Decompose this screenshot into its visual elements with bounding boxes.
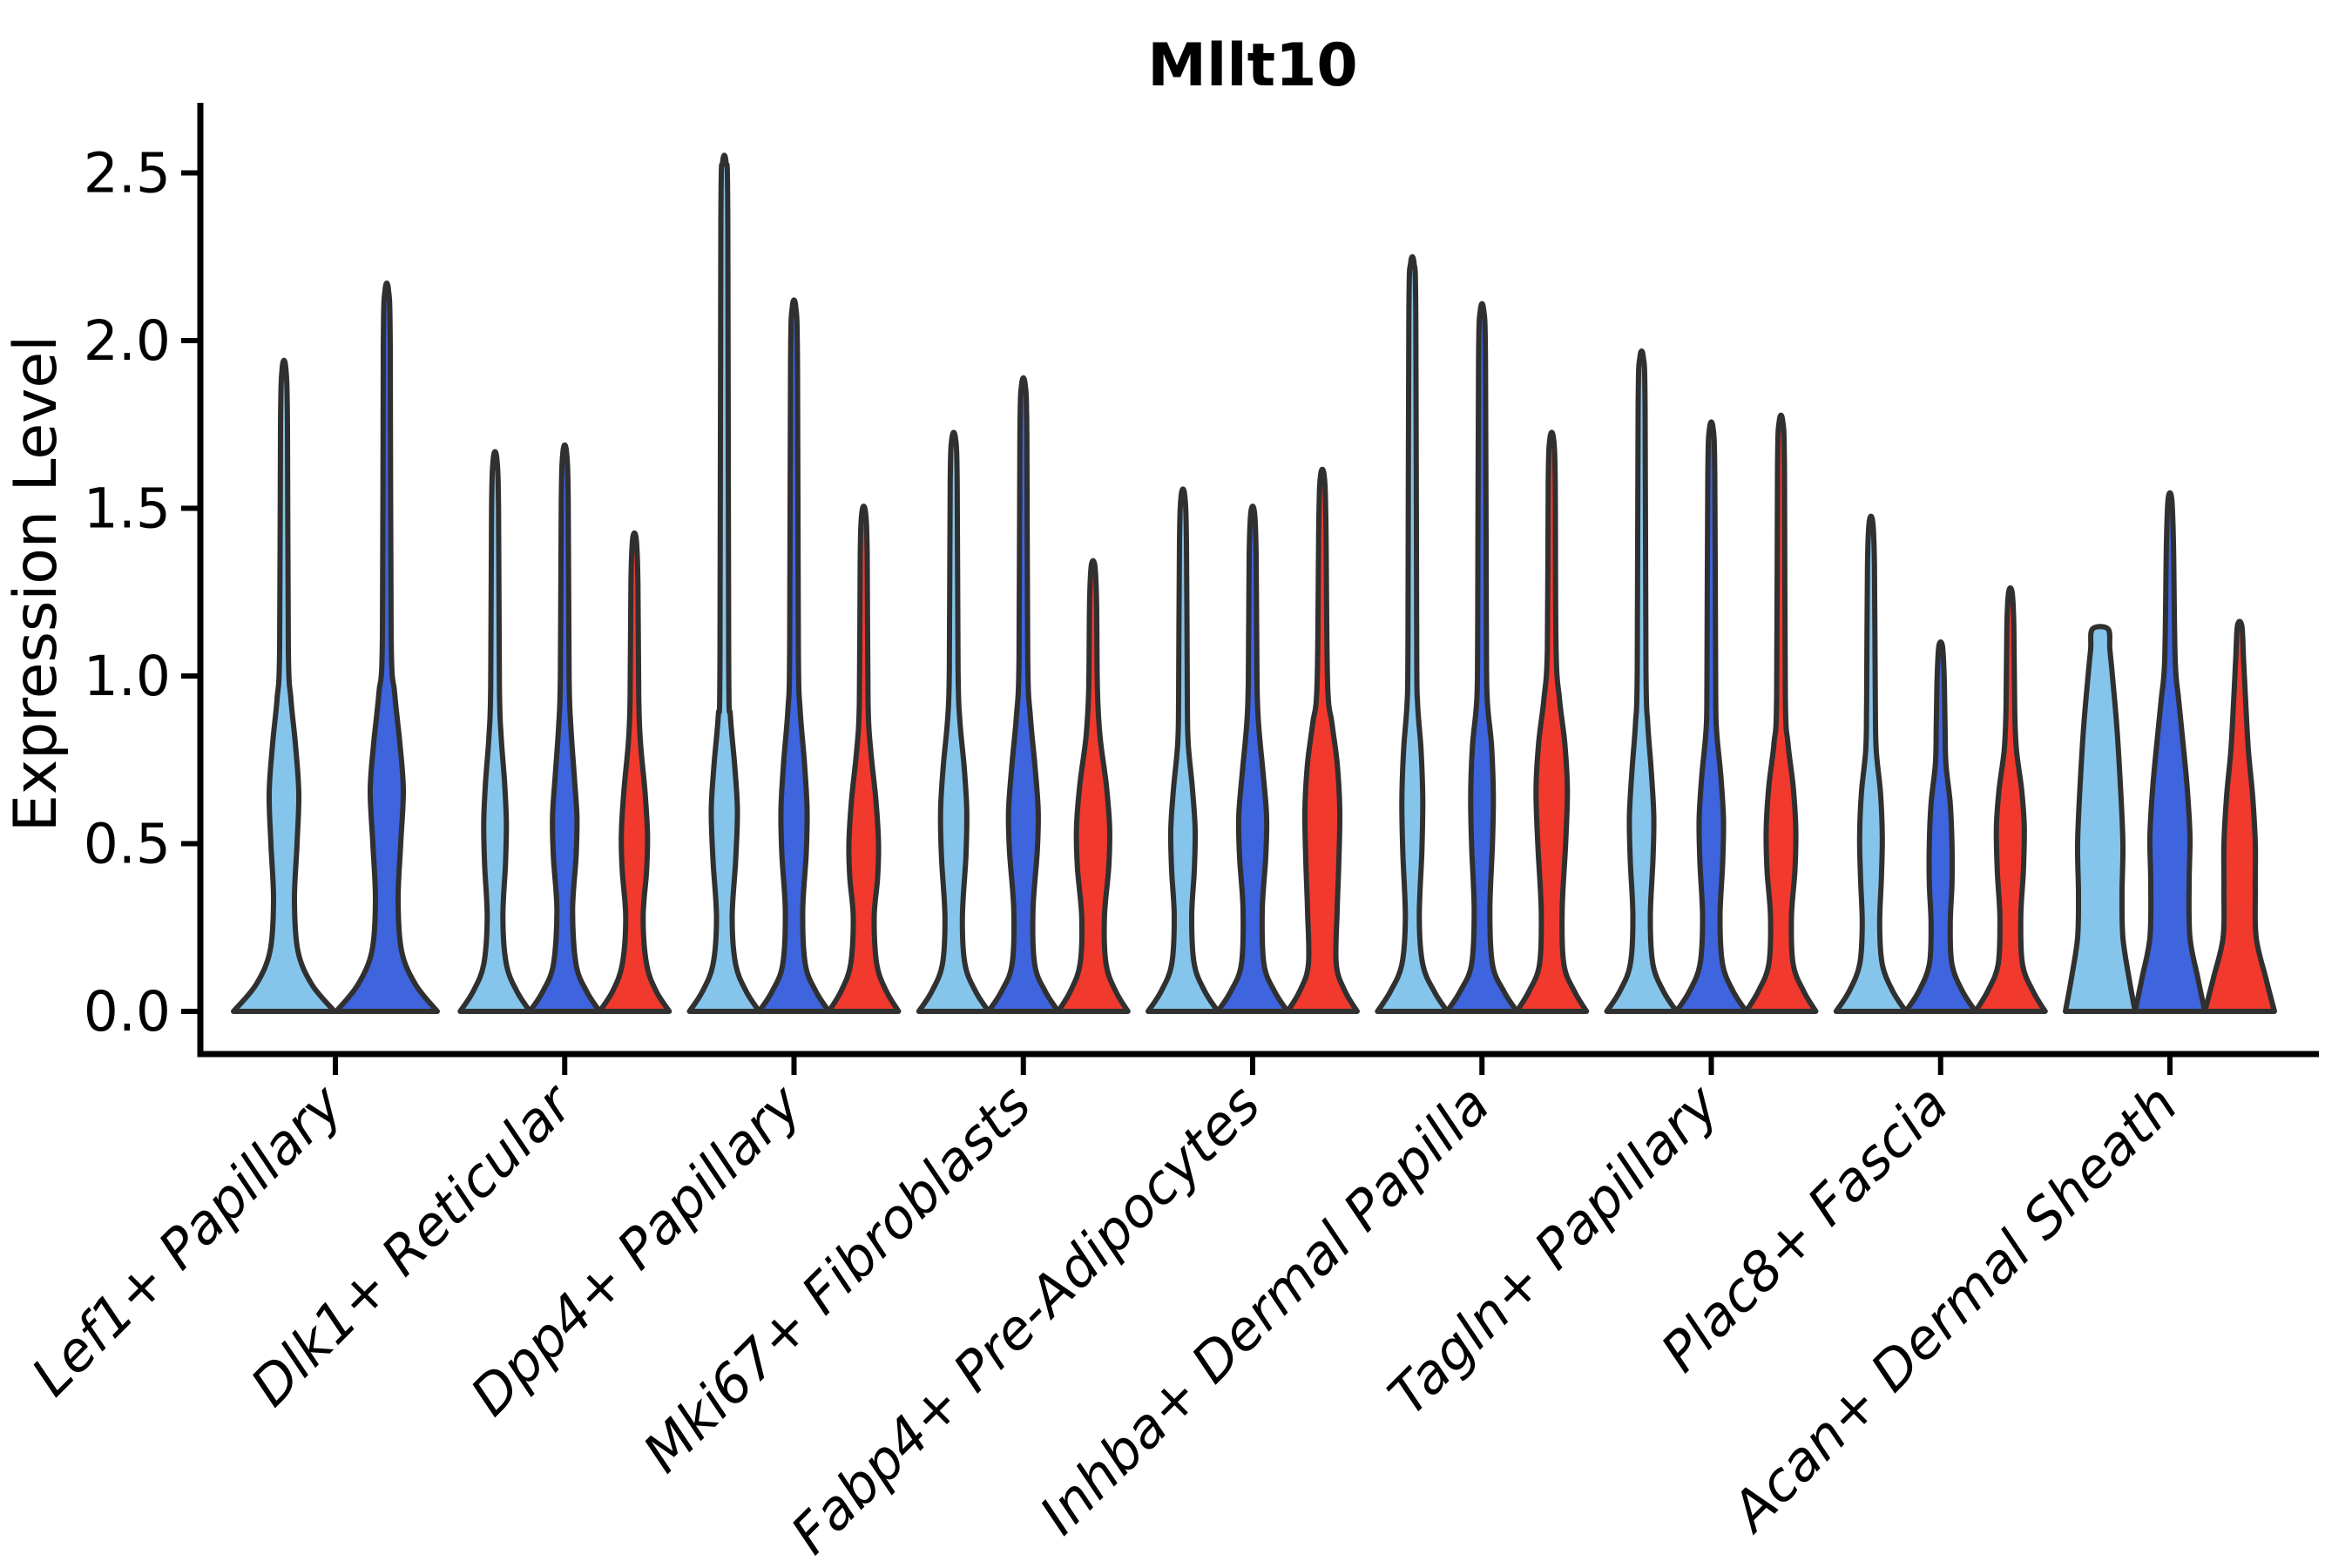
- violin-plac8-sample-skyblue: [1833, 513, 1909, 1014]
- violin-inhba-sample-skyblue: [1375, 253, 1450, 1014]
- violin-dlk1-sample-royalblue: [527, 442, 603, 1014]
- y-tick-label: 0.0: [84, 980, 171, 1044]
- violin-plac8-sample-red: [1972, 585, 2048, 1014]
- y-axis-label: Expression Level: [2, 335, 71, 832]
- violins-layer: [231, 152, 2277, 1014]
- x-tick-label: Acan+ Dermal Sheath: [1717, 1072, 2190, 1545]
- violin-dlk1-sample-skyblue: [457, 449, 533, 1014]
- violin-dlk1-sample-red: [597, 530, 672, 1014]
- axes-layer: [197, 103, 2319, 1058]
- y-tick-label: 0.5: [84, 813, 171, 876]
- x-tick-label: Inhba+ Dermal Papilla: [1027, 1072, 1501, 1546]
- violin-fabp4-sample-skyblue: [1146, 486, 1220, 1014]
- violin-acan-sample-skyblue: [2063, 624, 2138, 1014]
- violin-plac8-sample-royalblue: [1903, 639, 1978, 1014]
- violin-mki67-sample-skyblue: [916, 429, 991, 1014]
- violin-inhba-sample-red: [1514, 429, 1590, 1014]
- violin-fabp4-sample-red: [1285, 466, 1360, 1014]
- violin-lef1-sample-royalblue: [334, 280, 440, 1014]
- violin-acan-sample-royalblue: [2132, 490, 2207, 1014]
- violin-tagln-sample-skyblue: [1604, 348, 1680, 1014]
- violin-tagln-sample-royalblue: [1673, 419, 1749, 1014]
- violin-mki67-sample-royalblue: [985, 375, 1061, 1014]
- violin-dpp4-sample-red: [826, 504, 902, 1014]
- y-tick-label: 1.5: [84, 477, 171, 541]
- x-tick-label: Mki67+ Fibroblasts: [631, 1072, 1043, 1484]
- violin-lef1-sample-skyblue: [231, 357, 337, 1014]
- violin-dpp4-sample-royalblue: [756, 297, 832, 1014]
- chart-title: Mllt10: [1147, 31, 1357, 100]
- y-tick-label: 2.0: [84, 309, 171, 373]
- violin-dpp4-sample-skyblue: [686, 152, 762, 1014]
- y-ticks-layer: 0.0 0.5 1.0 1.5 2.0 2.5: [84, 142, 200, 1044]
- violin-mki67-sample-red: [1055, 558, 1131, 1014]
- violin-fabp4-sample-royalblue: [1215, 504, 1290, 1014]
- violin-tagln-sample-red: [1743, 412, 1819, 1014]
- x-tick-label: Fabp4+ Pre-Adipocytes: [779, 1072, 1273, 1566]
- violin-inhba-sample-royalblue: [1444, 301, 1520, 1014]
- y-tick-label: 1.0: [84, 645, 171, 708]
- y-tick-label: 2.5: [84, 142, 171, 206]
- violin-acan-sample-red: [2202, 618, 2277, 1014]
